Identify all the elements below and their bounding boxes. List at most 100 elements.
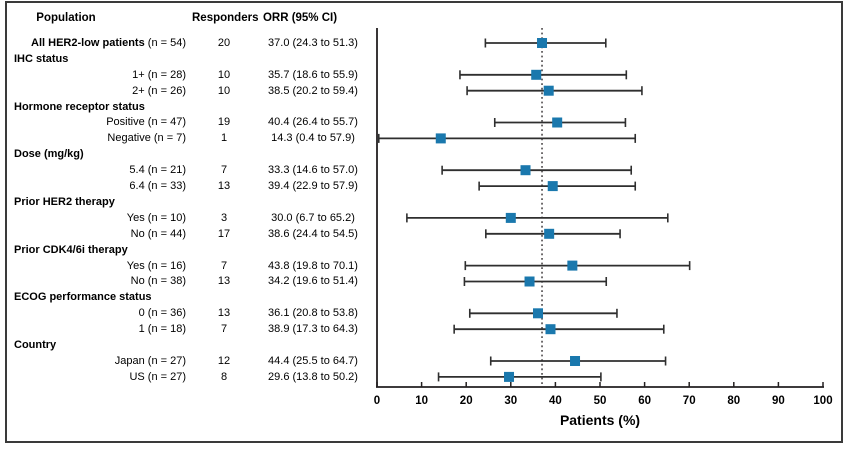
row-label: 0 (n = 36) — [138, 307, 186, 320]
row-orr-ci: 38.5 (20.2 to 59.4) — [268, 84, 358, 97]
table-row: Negative (n = 7) 1 14.3 (0.4 to 57.9) — [0, 130, 377, 146]
x-axis-tick-label: 70 — [683, 395, 696, 407]
row-responders: 3 — [220, 211, 228, 224]
row-label: Prior CDK4/6i therapy — [14, 243, 128, 256]
row-label: IHC status — [14, 52, 69, 65]
row-orr-ci: 36.1 (20.8 to 53.8) — [268, 307, 358, 320]
row-orr-ci: 14.3 (0.4 to 57.9) — [271, 132, 355, 145]
figure-border — [5, 1, 843, 443]
estimate-marker — [524, 276, 535, 287]
row-orr-ci: 38.6 (24.4 to 54.5) — [268, 227, 358, 240]
table-row: Hormone receptor status — [0, 99, 377, 115]
row-responders: 13 — [217, 180, 231, 193]
table-row: US (n = 27) 8 29.6 (13.8 to 50.2) — [0, 369, 377, 385]
row-orr-ci: 35.7 (18.6 to 55.9) — [268, 68, 358, 81]
x-axis-label: Patients (%) — [559, 412, 641, 428]
x-axis-tick-label: 30 — [504, 395, 517, 407]
row-label: Dose (mg/kg) — [14, 148, 84, 161]
row-responders: 12 — [217, 354, 231, 367]
row-orr-ci: 38.9 (17.3 to 64.3) — [268, 323, 358, 336]
row-orr-ci: 39.4 (22.9 to 57.9) — [268, 180, 358, 193]
row-responders: 10 — [217, 84, 231, 97]
column-header-responders: Responders — [192, 12, 259, 24]
row-responders: 7 — [220, 164, 228, 177]
row-label: 1+ (n = 28) — [132, 68, 186, 81]
row-responders: 20 — [217, 36, 231, 49]
row-orr-ci: 37.0 (24.3 to 51.3) — [268, 36, 358, 49]
row-orr-ci: 29.6 (13.8 to 50.2) — [268, 370, 358, 383]
row-responders: 8 — [220, 370, 228, 383]
x-axis-tick-label: 50 — [594, 395, 607, 407]
table-row: No (n = 38) 13 34.2 (19.6 to 51.4) — [0, 274, 377, 290]
table-row: Positive (n = 47) 19 40.4 (26.4 to 55.7) — [0, 115, 377, 131]
estimate-marker — [505, 212, 516, 223]
row-label: No (n = 44) — [130, 227, 186, 240]
row-orr-ci: 43.8 (19.8 to 70.1) — [268, 259, 358, 272]
table-row: ECOG performance status — [0, 289, 377, 305]
row-responders: 13 — [217, 275, 231, 288]
estimate-marker — [567, 260, 578, 271]
estimate-marker — [552, 117, 563, 128]
x-axis-tick-label: 90 — [772, 395, 785, 407]
row-label: 5.4 (n = 21) — [129, 164, 186, 177]
estimate-marker — [545, 324, 556, 335]
x-axis-tick-label: 20 — [460, 395, 473, 407]
table-row: Prior HER2 therapy — [0, 194, 377, 210]
table-row: 1+ (n = 28) 10 35.7 (18.6 to 55.9) — [0, 67, 377, 83]
row-responders: 7 — [220, 259, 228, 272]
estimate-marker — [547, 181, 558, 192]
table-row: 5.4 (n = 21) 7 33.3 (14.6 to 57.0) — [0, 162, 377, 178]
row-orr-ci: 33.3 (14.6 to 57.0) — [268, 164, 358, 177]
estimate-marker — [435, 133, 446, 144]
row-label: Country — [14, 339, 57, 352]
estimate-marker — [570, 356, 581, 366]
row-label: 6.4 (n = 33) — [129, 180, 186, 193]
table-row: Prior CDK4/6i therapy — [0, 242, 377, 258]
row-orr-ci: 34.2 (19.6 to 51.4) — [268, 275, 358, 288]
estimate-marker — [504, 371, 515, 382]
row-responders: 13 — [217, 307, 231, 320]
row-label: Japan (n = 27) — [114, 354, 186, 367]
x-axis-tick-label: 100 — [813, 395, 832, 407]
row-label: Hormone receptor status — [14, 100, 145, 113]
x-axis-tick-label: 60 — [638, 395, 651, 407]
row-orr-ci: 30.0 (6.7 to 65.2) — [271, 211, 355, 224]
x-axis-tick-label: 80 — [727, 395, 740, 407]
table-row: IHC status — [0, 51, 377, 67]
row-label: All HER2-low patients (n = 54) — [31, 36, 186, 49]
row-label: ECOG performance status — [14, 291, 152, 304]
column-header-population: Population — [36, 12, 96, 24]
table-row: All HER2-low patients (n = 54) 20 37.0 (… — [0, 35, 377, 51]
estimate-marker — [533, 308, 544, 319]
row-responders: 19 — [217, 116, 231, 129]
table-row: Yes (n = 10) 3 30.0 (6.7 to 65.2) — [0, 210, 377, 226]
table-row: Dose (mg/kg) — [0, 146, 377, 162]
row-label: Negative (n = 7) — [107, 132, 186, 145]
table-row: 1 (n = 18) 7 38.9 (17.3 to 64.3) — [0, 321, 377, 337]
row-label: No (n = 38) — [130, 275, 186, 288]
estimate-marker — [543, 85, 554, 96]
table-row: 0 (n = 36) 13 36.1 (20.8 to 53.8) — [0, 305, 377, 321]
row-label: 2+ (n = 26) — [132, 84, 186, 97]
x-axis-tick-label: 10 — [415, 395, 428, 407]
table-row: No (n = 44) 17 38.6 (24.4 to 54.5) — [0, 226, 377, 242]
row-label: 1 (n = 18) — [138, 323, 186, 336]
row-label: Prior HER2 therapy — [14, 195, 115, 208]
row-responders: 10 — [217, 68, 231, 81]
table-row: Japan (n = 27) 12 44.4 (25.5 to 64.7) — [0, 353, 377, 369]
row-responders: 17 — [217, 227, 231, 240]
column-header-orr: ORR (95% CI) — [262, 12, 338, 24]
estimate-marker — [544, 228, 555, 239]
row-label: US (n = 27) — [129, 370, 186, 383]
estimate-marker — [531, 69, 542, 80]
row-responders: 1 — [220, 132, 228, 145]
table-row: 6.4 (n = 33) 13 39.4 (22.9 to 57.9) — [0, 178, 377, 194]
row-orr-ci: 44.4 (25.5 to 64.7) — [268, 354, 358, 367]
row-responders: 7 — [220, 323, 228, 336]
estimate-marker — [520, 165, 531, 176]
estimate-marker — [537, 38, 548, 48]
row-label: Yes (n = 10) — [126, 211, 186, 224]
x-axis-tick-label: 0 — [374, 395, 380, 407]
